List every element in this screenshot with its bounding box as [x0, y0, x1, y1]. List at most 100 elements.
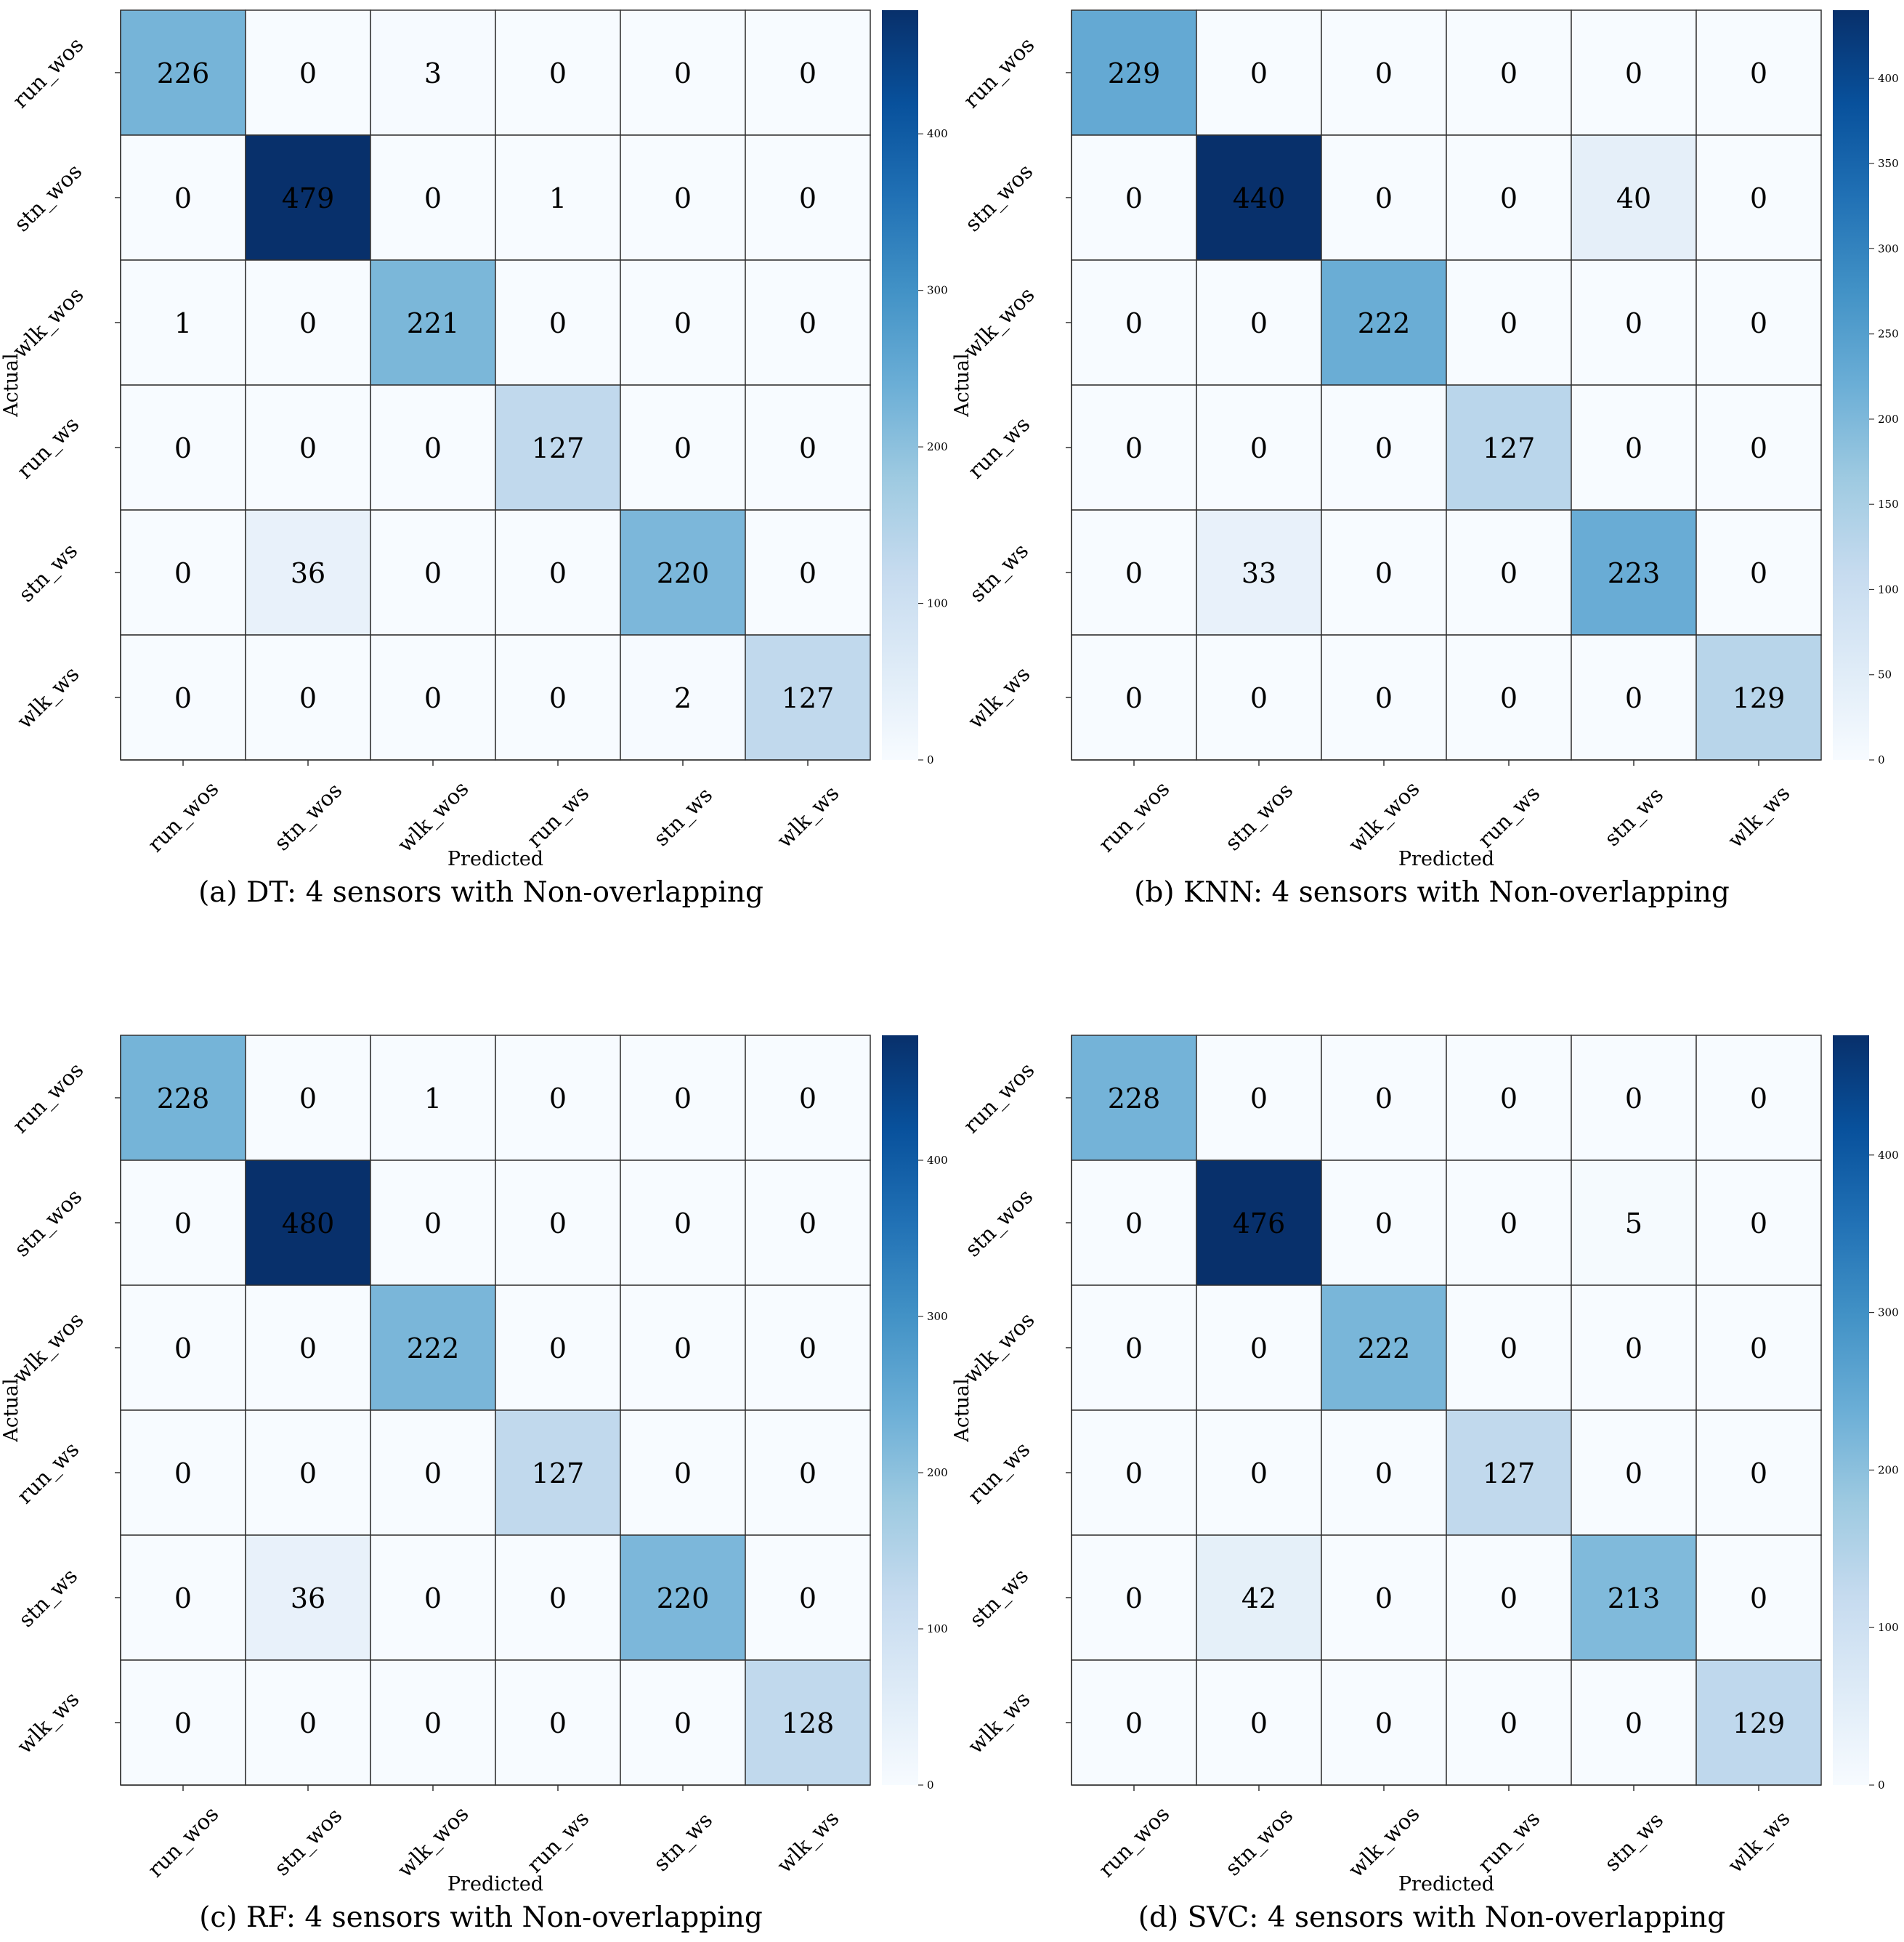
heatmap-cell — [245, 259, 371, 386]
colorbar-tick-label: 150 — [1878, 498, 1899, 511]
heatmap-cell — [1696, 1284, 1822, 1411]
heatmap-cell — [1696, 9, 1822, 136]
heatmap-cell — [495, 1035, 621, 1161]
heatmap-cell — [1571, 1534, 1697, 1661]
cell-value-label: 0 — [1125, 1582, 1143, 1614]
heatmap-cell — [1571, 1659, 1697, 1786]
cell-value-label: 0 — [174, 1207, 192, 1239]
heatmap-cell — [120, 1035, 246, 1161]
heatmap-cell — [495, 259, 621, 386]
x-tick-label: run_ws — [522, 1806, 594, 1878]
heatmap-cell — [370, 259, 496, 386]
heatmap-cell — [620, 9, 746, 136]
panel-caption: (b) KNN: 4 sensors with Non-overlapping — [1134, 876, 1730, 909]
heatmap-cell — [245, 1409, 371, 1536]
y-tick-label: stn_ws — [14, 1563, 83, 1633]
panel-caption: (c) RF: 4 sensors with Non-overlapping — [199, 1901, 763, 1934]
colorbar-tick-label: 200 — [1878, 1463, 1899, 1476]
heatmap-cell — [1071, 634, 1197, 761]
cell-value-label: 0 — [1750, 57, 1767, 89]
heatmap-cell — [620, 384, 746, 511]
heatmap-cell — [370, 1409, 496, 1536]
heatmap-cell — [1696, 259, 1822, 386]
x-axis-title: Predicted — [1398, 848, 1494, 870]
colorbar-tick-label: 300 — [1878, 242, 1899, 255]
y-tick-label: run_wos — [8, 1058, 89, 1139]
cell-value-label: 0 — [674, 57, 692, 89]
cell-value-label: 0 — [1125, 682, 1143, 714]
x-tick-label: wlk_ws — [772, 1806, 845, 1879]
cell-value-label: 0 — [799, 57, 817, 89]
heatmap-cell — [495, 134, 621, 261]
heatmap-cell — [1196, 1035, 1322, 1161]
cell-value-label: 0 — [674, 307, 692, 339]
heatmap-cell — [1321, 1409, 1447, 1536]
cell-value-label: 0 — [799, 307, 817, 339]
heatmap-cell — [1071, 1284, 1197, 1411]
heatmap-cell — [370, 1284, 496, 1411]
heatmap-cell — [1696, 1659, 1822, 1786]
heatmap-cell — [745, 259, 871, 386]
cell-value-label: 0 — [674, 432, 692, 464]
heatmap-cell — [620, 509, 746, 636]
cell-value-label: 0 — [1750, 432, 1767, 464]
heatmap-cell — [1446, 259, 1572, 386]
cell-value-label: 0 — [1750, 307, 1767, 339]
y-tick-label: wlk_ws — [12, 662, 85, 735]
heatmap-cell — [745, 1659, 871, 1786]
cell-value-label: 36 — [291, 1582, 325, 1614]
heatmap-cell — [745, 384, 871, 511]
cell-value-label: 0 — [1125, 307, 1143, 339]
cell-value-label: 0 — [549, 1207, 567, 1239]
cell-value-label: 0 — [1125, 1332, 1143, 1364]
heatmap-cell — [370, 9, 496, 136]
cell-value-label: 222 — [1358, 1332, 1411, 1364]
panel-caption: (a) DT: 4 sensors with Non-overlapping — [198, 876, 763, 909]
cell-value-label: 220 — [657, 1582, 710, 1614]
y-tick-label: stn_wos — [9, 159, 87, 237]
heatmap-cell — [1196, 1534, 1322, 1661]
heatmap-cell — [745, 634, 871, 761]
colorbar-tick-label: 200 — [927, 1466, 948, 1479]
cell-value-label: 0 — [799, 1582, 817, 1614]
heatmap-cell — [1696, 384, 1822, 511]
cell-value-label: 0 — [1750, 1083, 1767, 1114]
cell-value-label: 0 — [299, 1707, 317, 1739]
heatmap-cell — [1196, 1659, 1322, 1786]
cell-value-label: 226 — [157, 57, 210, 89]
x-tick-label: stn_ws — [649, 1808, 718, 1877]
cell-value-label: 0 — [1500, 1707, 1518, 1739]
heatmap-cell — [245, 1035, 371, 1161]
heatmap-cell — [1571, 634, 1697, 761]
colorbar — [882, 1035, 918, 1785]
heatmap-cell — [120, 1409, 246, 1536]
cell-value-label: 0 — [799, 1332, 817, 1364]
heatmap-cell — [620, 1409, 746, 1536]
cell-value-label: 0 — [674, 1207, 692, 1239]
cell-value-label: 0 — [1500, 57, 1518, 89]
cell-value-label: 36 — [291, 557, 325, 589]
cell-value-label: 0 — [1500, 557, 1518, 589]
cell-value-label: 127 — [532, 432, 585, 464]
heatmap-cell — [120, 9, 246, 136]
cell-value-label: 0 — [549, 1332, 567, 1364]
cell-value-label: 476 — [1233, 1207, 1286, 1239]
heatmap-cell — [495, 1659, 621, 1786]
heatmap-cell — [1321, 1659, 1447, 1786]
cell-value-label: 0 — [1375, 1582, 1393, 1614]
cell-value-label: 0 — [1375, 1707, 1393, 1739]
cell-value-label: 0 — [299, 57, 317, 89]
x-tick-label: stn_wos — [1220, 778, 1298, 856]
cell-value-label: 0 — [799, 1207, 817, 1239]
cell-value-label: 0 — [1250, 57, 1268, 89]
cell-value-label: 0 — [1750, 557, 1767, 589]
heatmap-cell — [1571, 509, 1697, 636]
cell-value-label: 0 — [1250, 307, 1268, 339]
cell-value-label: 0 — [549, 57, 567, 89]
y-tick-label: run_wos — [8, 33, 89, 114]
cell-value-label: 0 — [299, 1457, 317, 1489]
cell-value-label: 2 — [674, 682, 692, 714]
cell-value-label: 0 — [674, 1457, 692, 1489]
heatmap-cell — [745, 9, 871, 136]
